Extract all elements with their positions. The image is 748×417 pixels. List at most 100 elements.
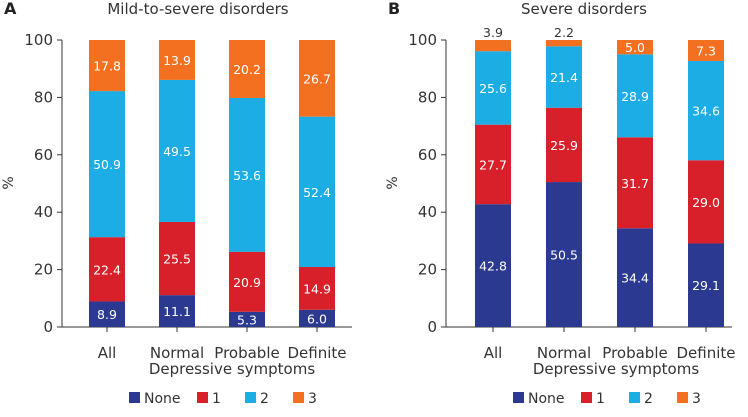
y-tick-label: 60	[418, 146, 437, 164]
panel-a-legend: None 1 2 3	[129, 391, 317, 407]
x-tick-label: Normal	[150, 344, 204, 362]
bar-segment-none-normal	[159, 295, 195, 327]
y-tick-label: 20	[418, 261, 437, 279]
bar-segment-2-normal	[159, 79, 195, 222]
x-tick-label: Probable	[602, 344, 667, 362]
data-label: 11.1	[163, 304, 191, 319]
panel-b-xlabel: Depressive symptoms	[533, 360, 700, 378]
data-label: 5.0	[625, 40, 645, 55]
bar-segment-3-all	[475, 40, 511, 52]
bar-segment-3-probable	[617, 40, 653, 55]
panel-a: A Mild-to-severe disorders Depressive sy…	[1, 0, 352, 378]
bar-segment-3-probable	[229, 40, 265, 98]
data-label: 42.8	[479, 259, 507, 274]
legend-swatch	[513, 392, 524, 403]
bar-segment-2-definite	[688, 60, 724, 161]
y-tick-label: 0	[43, 318, 53, 336]
data-label: 29.1	[692, 278, 720, 293]
legend-swatch	[581, 392, 592, 403]
bar-segment-2-probable	[617, 54, 653, 138]
x-tick-label: All	[484, 344, 503, 362]
x-tick-label: All	[98, 344, 117, 362]
panel-a-plot: 0 20 40 60 80 100 All 8.9 22.4 50.9 17.8 Normal 11.1…	[24, 31, 352, 362]
x-tick-label: Probable	[214, 344, 279, 362]
bar-segment-2-normal	[546, 46, 582, 108]
data-label: 50.9	[93, 157, 121, 172]
bar-segment-none-all	[475, 204, 511, 327]
legend-label: 2	[260, 391, 269, 407]
bar-segment-2-probable	[229, 97, 265, 252]
legend-label: None	[528, 391, 565, 407]
data-label: 6.0	[307, 311, 327, 326]
bar-segment-none-definite	[299, 309, 335, 327]
data-label: 49.5	[163, 144, 191, 159]
data-label: 13.9	[163, 53, 191, 68]
y-tick-label: 20	[34, 261, 53, 279]
legend-swatch	[293, 392, 304, 403]
bar-segment-3-normal	[546, 40, 582, 47]
bar-segment-none-probable	[617, 228, 653, 327]
bar-segment-1-normal	[159, 221, 195, 296]
data-label: 8.9	[97, 307, 117, 322]
bar-segment-none-all	[89, 301, 125, 327]
bar-segment-1-all	[89, 237, 125, 302]
bar-segment-1-normal	[546, 107, 582, 183]
legend-swatch	[129, 392, 140, 403]
data-label: 28.9	[621, 89, 649, 104]
bar-segment-1-all	[475, 124, 511, 205]
bar-segment-1-definite	[299, 267, 335, 310]
data-label: 17.8	[93, 59, 121, 74]
data-label: 27.7	[479, 157, 507, 172]
data-label: 26.7	[303, 71, 331, 86]
data-label: 25.6	[479, 81, 507, 96]
legend-swatch	[629, 392, 640, 403]
data-label: 31.7	[621, 176, 649, 191]
bar-segment-3-definite	[688, 40, 724, 61]
data-label: 14.9	[303, 281, 331, 296]
data-label: 25.5	[163, 252, 191, 267]
legend-label: 3	[308, 391, 317, 407]
panel-b-title: Severe disorders	[521, 0, 647, 18]
legend-swatch	[245, 392, 256, 403]
panel-a-xlabel: Depressive symptoms	[149, 360, 316, 378]
data-label: 53.6	[233, 168, 261, 183]
data-label: 20.2	[233, 62, 261, 77]
bar-segment-3-all	[89, 40, 125, 92]
panel-a-title: Mild-to-severe disorders	[107, 0, 288, 18]
bar-segment-3-normal	[159, 40, 195, 80]
y-tick-label: 60	[34, 146, 53, 164]
data-label: 2.2	[554, 25, 574, 40]
panel-b-letter: B	[388, 0, 400, 18]
panel-a-letter: A	[4, 0, 17, 18]
legend-label: 1	[596, 391, 605, 407]
data-label: 3.9	[483, 25, 503, 40]
panel-a-ylabel: %	[1, 176, 17, 189]
x-tick-label: Definite	[287, 344, 346, 362]
data-label: 22.4	[93, 262, 121, 277]
bar-segment-none-probable	[229, 311, 265, 327]
legend-label: 2	[644, 391, 653, 407]
data-label: 5.3	[237, 312, 257, 327]
bar-segment-none-definite	[688, 243, 724, 327]
panel-b: B Severe disorders Depressive symptoms %…	[385, 0, 736, 378]
legend-label: None	[144, 391, 181, 407]
legend-swatch	[677, 392, 688, 403]
y-tick-label: 0	[427, 318, 437, 336]
data-label: 52.4	[303, 185, 331, 200]
bar-segment-2-definite	[299, 116, 335, 268]
bar-segment-2-all	[89, 91, 125, 238]
x-tick-label: Normal	[537, 344, 591, 362]
y-tick-label: 100	[24, 31, 53, 49]
data-label: 25.9	[550, 138, 578, 153]
y-tick-label: 100	[408, 31, 437, 49]
x-tick-label: Definite	[676, 344, 735, 362]
data-label: 29.0	[692, 195, 720, 210]
data-label: 20.9	[233, 275, 261, 290]
legend-swatch	[197, 392, 208, 403]
bar-segment-1-probable	[617, 137, 653, 229]
panel-b-plot: 0 20 40 60 80 100 All 42.8 27.7 25.6 3.9 Normal 50.5…	[408, 25, 735, 362]
y-tick-label: 40	[34, 203, 53, 221]
y-tick-label: 80	[34, 88, 53, 106]
data-label: 21.4	[550, 70, 578, 85]
